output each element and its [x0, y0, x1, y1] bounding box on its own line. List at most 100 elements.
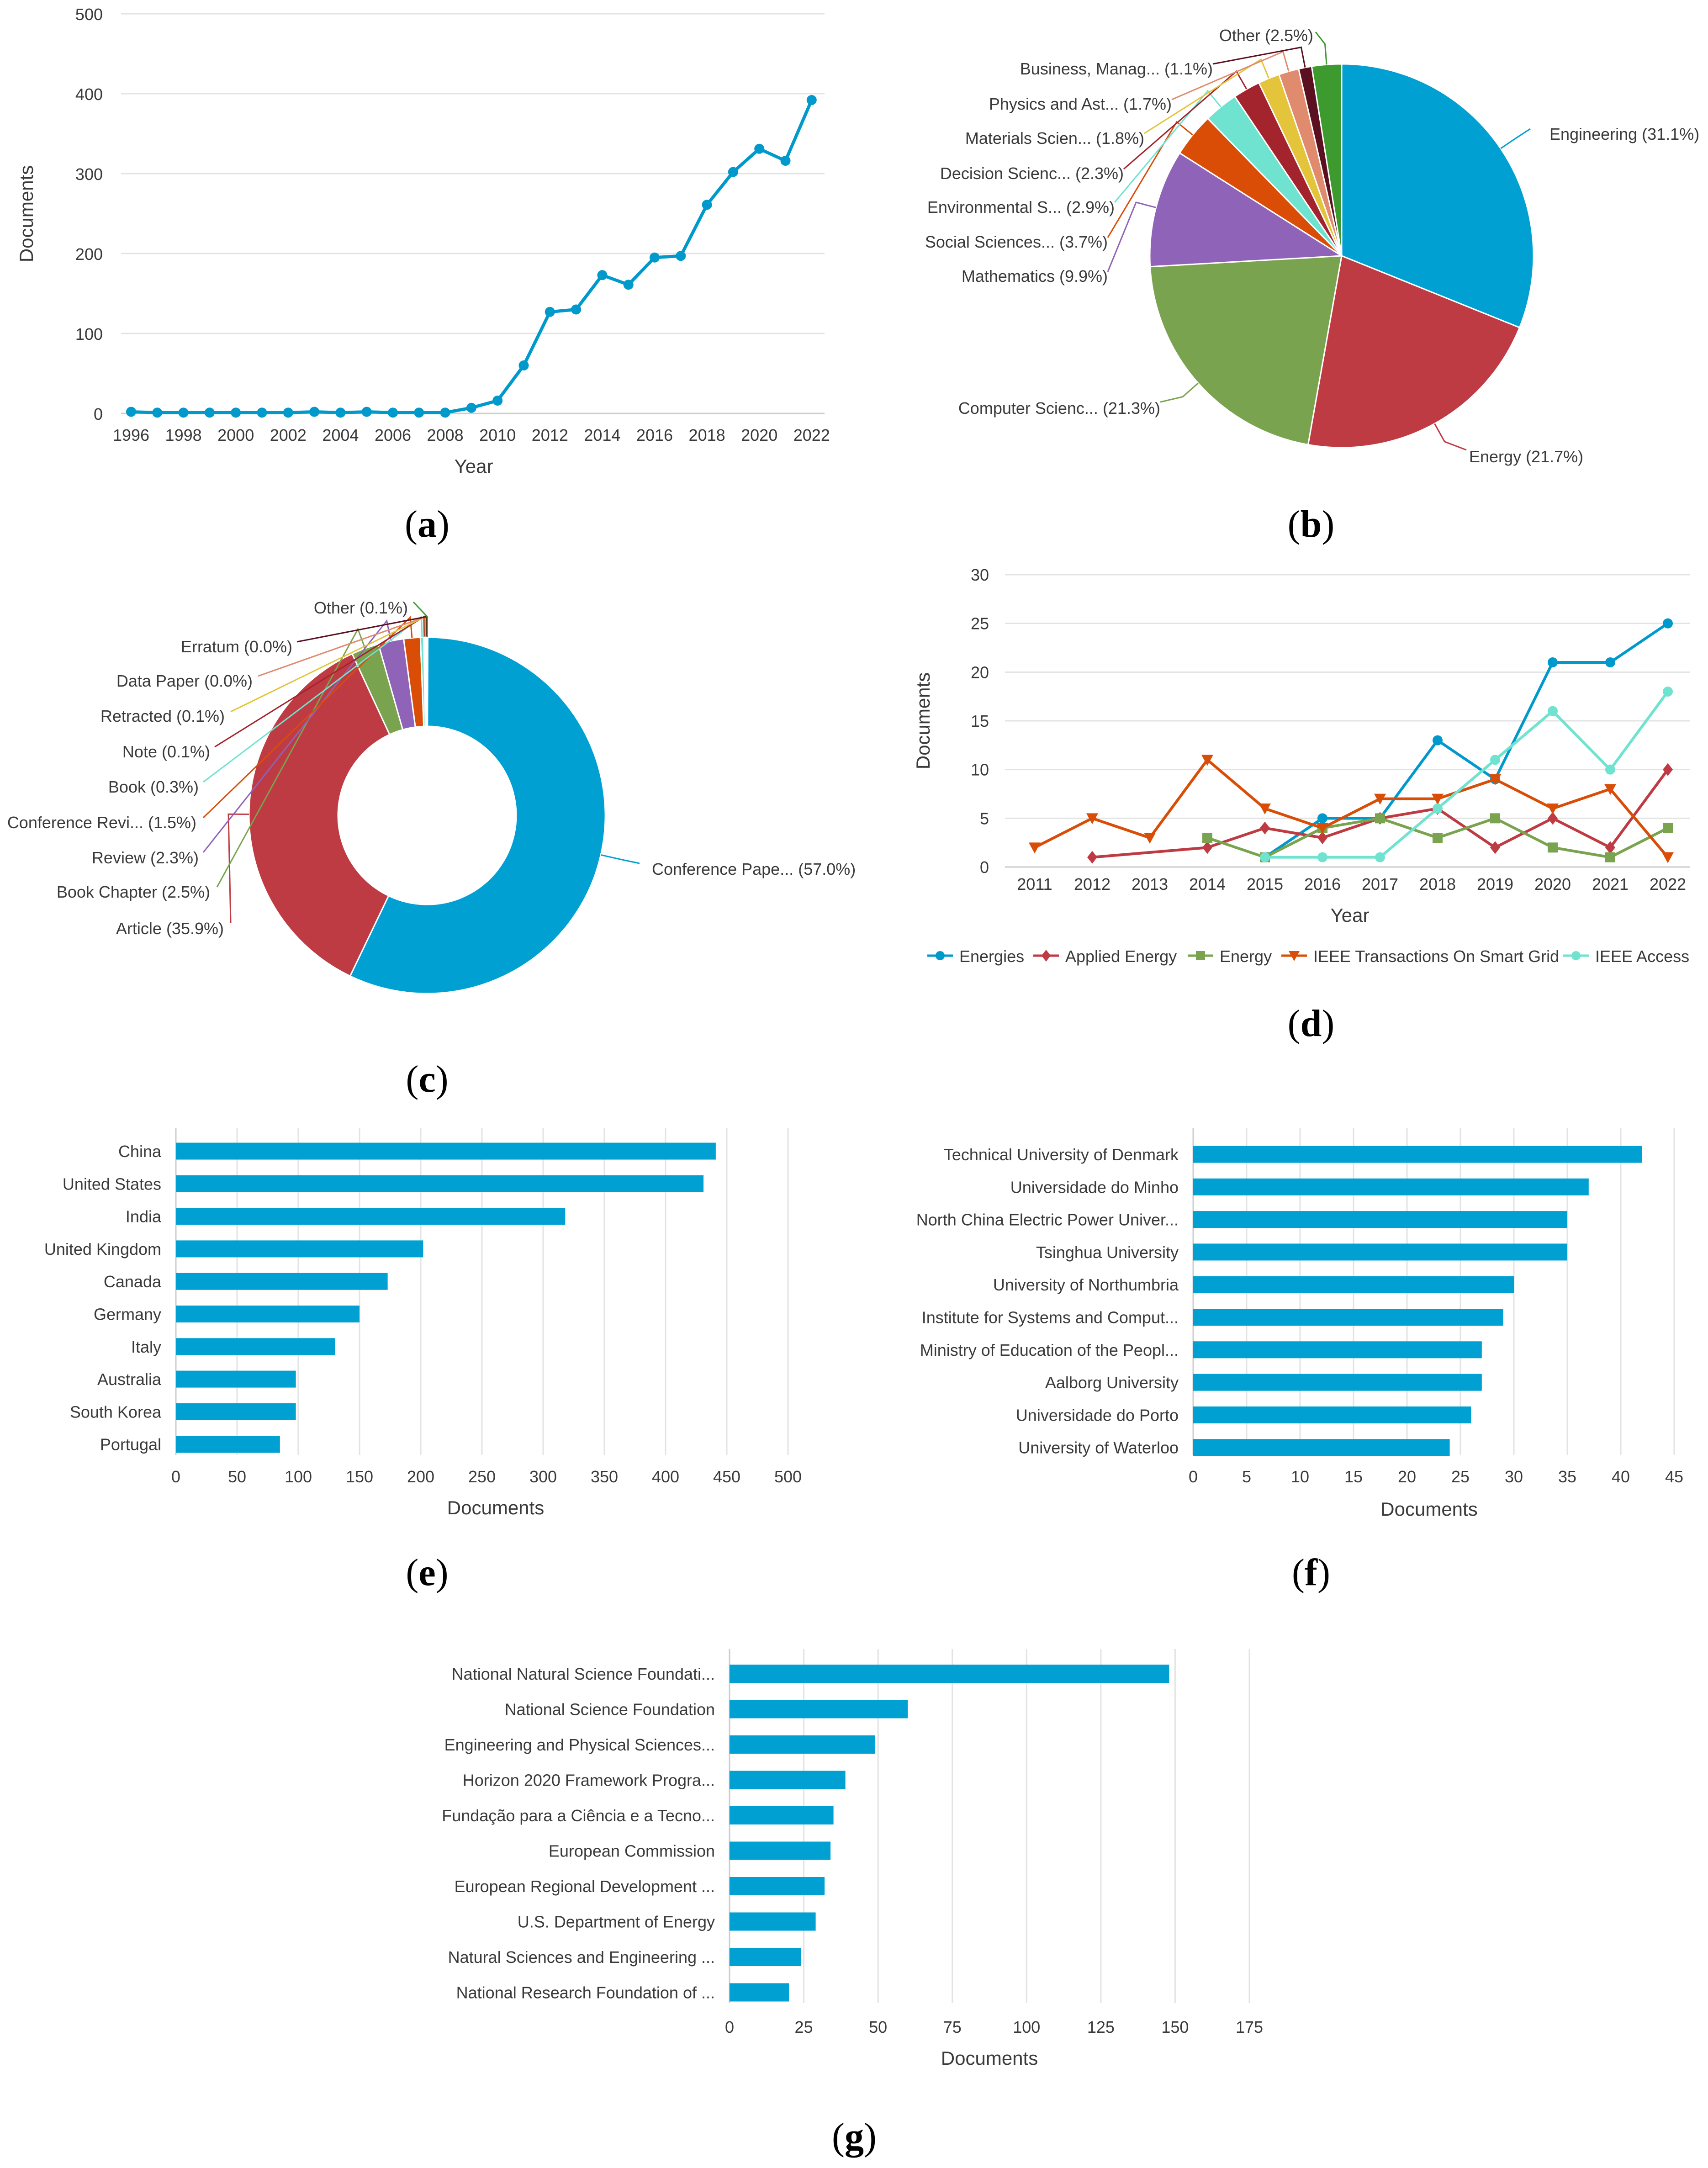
- chart-a: 0 100 200 300 400 500 1996 1998 2000 2002 2004 2006…: [16, 5, 830, 477]
- data-point: [1605, 841, 1615, 854]
- x-axis-label: Documents: [1380, 1498, 1477, 1520]
- leader-line: [1315, 32, 1327, 65]
- legend-label: Applied Energy: [1065, 947, 1177, 966]
- x-tick-label: 25: [795, 2018, 813, 2036]
- bar: [730, 1877, 825, 1895]
- panel-caption-text: (f): [1292, 1551, 1330, 1594]
- category-label: Universidade do Porto: [1016, 1406, 1179, 1424]
- data-point: [414, 407, 424, 418]
- leader-line: [1107, 201, 1156, 272]
- leader-line: [1212, 46, 1306, 68]
- caption-paren-open: (: [1292, 1551, 1305, 1594]
- slice-label: Note (0.1%): [122, 742, 210, 761]
- legend-label: IEEE Access: [1595, 947, 1689, 966]
- x-tick-label: 0: [725, 2018, 734, 2036]
- caption-paren-open: (: [405, 503, 418, 545]
- data-point: [1605, 764, 1615, 775]
- bar: [730, 1948, 801, 1966]
- series-line: [1264, 622, 1669, 859]
- data-point: [1375, 852, 1385, 862]
- x-tick-label: 2022: [793, 426, 830, 444]
- chart-c: Conference Pape... (57.0%) Article (35.9%…: [7, 598, 856, 994]
- bar: [176, 1175, 704, 1192]
- x-tick-label: 45: [1665, 1467, 1683, 1486]
- data-point: [492, 396, 503, 406]
- category-label: South Korea: [70, 1402, 162, 1421]
- pie-slice: [349, 636, 606, 994]
- data-point: [1433, 833, 1443, 843]
- x-tick-label: 150: [1161, 2018, 1189, 2036]
- data-point: [1259, 804, 1271, 814]
- legend-item: Energies: [927, 947, 1024, 966]
- chart-e: 0 50 100 150 200 250 300 350 400 450 500 China Unite…: [44, 1128, 802, 1518]
- category-label: United States: [63, 1174, 161, 1193]
- category-label: Fundação para a Ciência e a Tecno...: [442, 1806, 715, 1825]
- slice-label: Review (2.3%): [92, 848, 199, 867]
- caption-paren-open: (: [1288, 503, 1301, 545]
- data-point: [1374, 793, 1386, 805]
- leader-line: [1107, 121, 1193, 238]
- legend: Energies Applied Energy Energy IEEE Transac…: [927, 947, 1689, 966]
- bar: [1193, 1211, 1567, 1228]
- slice-label: Book (0.3%): [108, 777, 199, 796]
- data-point: [676, 251, 686, 261]
- x-tick-label: 200: [407, 1467, 434, 1486]
- bar: [1193, 1243, 1567, 1261]
- bar: [1193, 1406, 1471, 1423]
- category-label: European Regional Development ...: [455, 1877, 715, 1896]
- leader-line: [1144, 58, 1269, 134]
- bar: [1193, 1146, 1642, 1163]
- x-tick-label: 2021: [1592, 875, 1629, 894]
- x-tick-label: 2010: [479, 426, 516, 444]
- data-point: [1375, 813, 1385, 824]
- x-tick-label: 2017: [1362, 875, 1398, 894]
- slice-label: Data Paper (0.0%): [116, 672, 253, 690]
- bar: [1193, 1178, 1589, 1195]
- data-point: [1663, 823, 1673, 833]
- chart-b: Engineering (31.1%) Energy (21.7%) Compute…: [925, 26, 1699, 466]
- data-point: [1663, 687, 1673, 697]
- category-label: U.S. Department of Energy: [518, 1913, 715, 1931]
- category-label: China: [118, 1142, 162, 1161]
- y-tick-label: 300: [75, 165, 103, 184]
- panel-caption-text: (a): [405, 503, 449, 545]
- leader-line: [203, 615, 423, 783]
- data-point: [1662, 852, 1674, 863]
- data-point: [1490, 813, 1500, 824]
- data-point: [1144, 833, 1156, 844]
- category-label: Institute for Systems and Comput...: [922, 1308, 1179, 1327]
- category-label: Italy: [131, 1338, 161, 1356]
- bar: [1193, 1374, 1482, 1391]
- bar: [176, 1240, 423, 1258]
- data-point: [1260, 852, 1270, 862]
- bar: [176, 1142, 716, 1160]
- data-point: [1489, 774, 1501, 785]
- x-tick-label: 2020: [741, 426, 777, 444]
- x-tick-label: 40: [1612, 1467, 1630, 1486]
- data-point: [1260, 821, 1270, 835]
- slice-label: Conference Pape... (57.0%): [652, 860, 856, 878]
- category-label: Tsinghua University: [1036, 1243, 1179, 1262]
- x-tick-label: 175: [1236, 2018, 1263, 2036]
- data-point: [1548, 842, 1558, 853]
- data-point: [257, 407, 267, 418]
- panel-caption: (a): [405, 503, 449, 545]
- category-label: Engineering and Physical Sciences...: [444, 1735, 715, 1754]
- bar: [176, 1273, 388, 1290]
- series: [1029, 755, 1674, 863]
- data-point: [1548, 812, 1558, 825]
- pie-slice: [426, 636, 429, 727]
- data-point: [1042, 950, 1051, 962]
- bar: [176, 1306, 360, 1322]
- x-axis-label: Documents: [447, 1497, 544, 1518]
- data-point: [623, 280, 634, 290]
- y-tick-label: 100: [75, 325, 103, 344]
- bar: [730, 1700, 908, 1719]
- x-tick-label: 50: [228, 1467, 246, 1486]
- panel-caption: (c): [406, 1058, 448, 1100]
- chart-f: 0 5 10 15 20 25 30 35 40 45 Technical University o…: [916, 1128, 1683, 1520]
- panel-caption: (b): [1288, 503, 1335, 545]
- y-tick-label: 0: [94, 405, 103, 423]
- data-point: [1548, 657, 1558, 667]
